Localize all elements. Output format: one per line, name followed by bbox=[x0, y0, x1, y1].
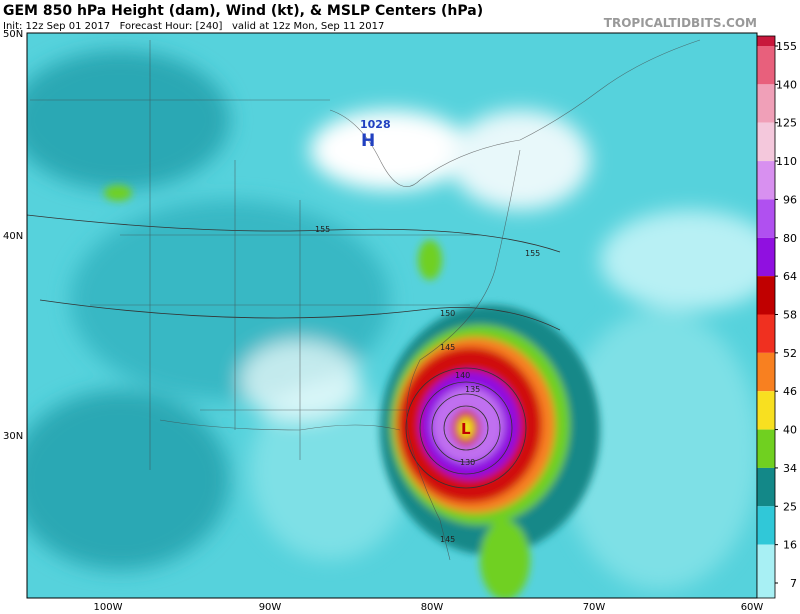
colorbar-segment bbox=[757, 237, 775, 277]
contour-label: 155 bbox=[525, 249, 540, 258]
colorbar-label: 110 bbox=[776, 155, 797, 168]
subtitle: Init: 12z Sep 01 2017 Forecast Hour: [24… bbox=[3, 21, 384, 32]
lon-label: 90W bbox=[259, 602, 282, 613]
colorbar-segment bbox=[757, 276, 775, 315]
colorbar-label: 40 bbox=[783, 424, 797, 437]
colorbar-segment bbox=[757, 161, 775, 200]
colorbar-segment bbox=[757, 544, 775, 598]
low-symbol: L bbox=[461, 420, 471, 438]
colorbar-label: 96 bbox=[783, 193, 797, 206]
watermark: TROPICALTIDBITS.COM bbox=[604, 16, 757, 30]
contour-label: 135 bbox=[465, 385, 480, 394]
colorbar-segment bbox=[757, 429, 775, 468]
colorbar-label: 46 bbox=[783, 385, 797, 398]
colorbar-segment bbox=[757, 199, 775, 238]
colorbar-segment bbox=[757, 36, 775, 46]
colorbar-segment bbox=[757, 506, 775, 545]
colorbar-label: 58 bbox=[783, 309, 797, 322]
contour-label: 145 bbox=[440, 535, 455, 544]
map-field bbox=[27, 33, 757, 598]
lon-label: 60W bbox=[741, 602, 764, 613]
colorbar-segment bbox=[757, 352, 775, 392]
lon-label: 70W bbox=[583, 602, 606, 613]
high-symbol: H bbox=[361, 131, 375, 151]
lat-label: 30N bbox=[3, 431, 23, 442]
contour-label: 145 bbox=[440, 343, 455, 352]
colorbar-segment bbox=[757, 314, 775, 353]
colorbar-segment bbox=[757, 46, 775, 85]
colorbar-segment bbox=[757, 391, 775, 430]
colorbar-label: 34 bbox=[783, 462, 797, 475]
colorbar-segment bbox=[757, 467, 775, 507]
colorbar-label: 7 bbox=[790, 577, 797, 590]
contour-label: 150 bbox=[440, 309, 455, 318]
colorbar-frame bbox=[756, 35, 776, 599]
colorbar-label: 52 bbox=[783, 347, 797, 360]
high-pressure: 1028 bbox=[360, 118, 391, 131]
lat-label: 50N bbox=[3, 29, 23, 40]
colorbar-label: 16 bbox=[783, 539, 797, 552]
contour-label: 140 bbox=[455, 371, 470, 380]
contour-label: 130 bbox=[460, 458, 475, 467]
lon-label: 80W bbox=[421, 602, 444, 613]
lon-label: 100W bbox=[94, 602, 123, 613]
colorbar-label: 64 bbox=[783, 270, 797, 283]
colorbar-segment bbox=[757, 84, 775, 123]
contour-label: 155 bbox=[315, 225, 330, 234]
colorbar-segment bbox=[757, 122, 775, 162]
colorbar-label: 140 bbox=[776, 78, 797, 91]
title: GEM 850 hPa Height (dam), Wind (kt), & M… bbox=[3, 3, 483, 19]
colorbar-label: 80 bbox=[783, 232, 797, 245]
colorbar-label: 25 bbox=[783, 500, 797, 513]
colorbar-label: 155 bbox=[776, 40, 797, 53]
lat-label: 40N bbox=[3, 231, 23, 242]
colorbar-label: 125 bbox=[776, 117, 797, 130]
